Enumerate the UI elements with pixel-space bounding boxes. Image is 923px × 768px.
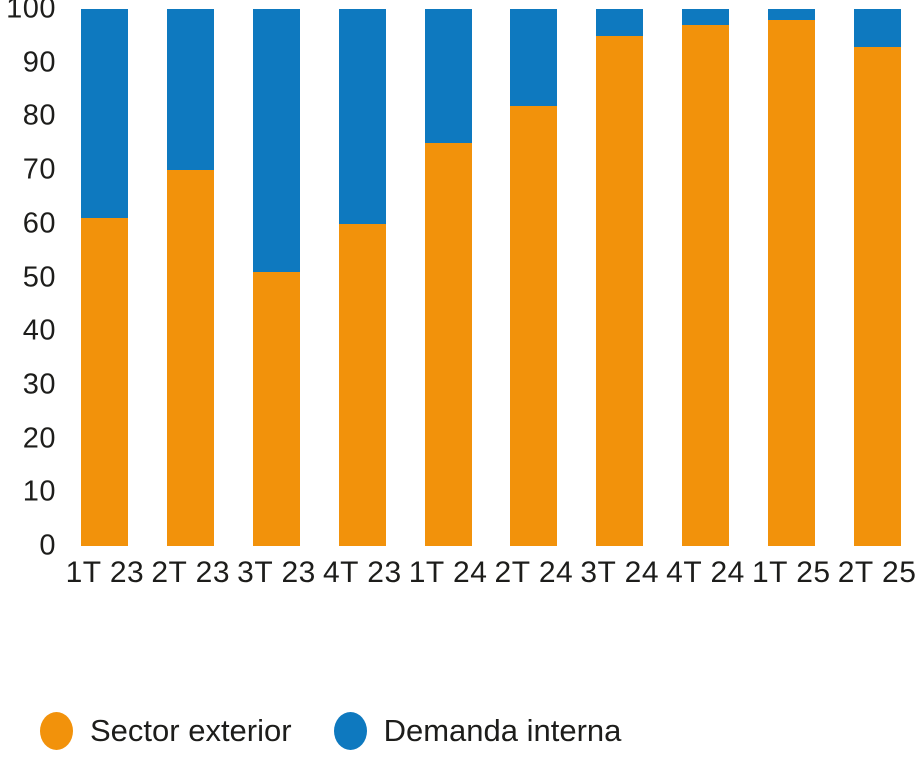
bar-segment-demanda-interna [424, 9, 472, 144]
bar-segment-demanda-interna [338, 9, 386, 224]
x-tick-label: 4T 23 [322, 556, 402, 589]
y-tick-label: 100 [6, 0, 56, 25]
bar-column [834, 9, 920, 546]
plot-area [62, 9, 920, 546]
bar-segment-sector-exterior [424, 143, 472, 546]
bar-segment-sector-exterior [596, 35, 644, 546]
y-tick-label: 10 [22, 475, 56, 508]
bar-segment-sector-exterior [252, 272, 300, 546]
y-tick-label: 0 [39, 529, 56, 562]
bar-segment-demanda-interna [681, 9, 729, 26]
x-axis: 1T 23 2T 23 3T 23 4T 23 1T 24 2T 24 3T 24 4T 24… [62, 556, 920, 590]
bar-column [319, 9, 405, 546]
bar-segment-demanda-interna [252, 9, 300, 273]
legend-marker-demanda-interna-icon [333, 712, 367, 750]
y-tick-label: 90 [22, 46, 56, 79]
bar-segment-sector-exterior [510, 105, 558, 546]
bar-segment-sector-exterior [767, 19, 815, 546]
y-tick-label: 50 [22, 261, 56, 293]
bar-stack-4t-24 [681, 9, 729, 546]
x-tick-label: 1T 23 [65, 556, 145, 589]
legend-item-demanda-interna: Demanda interna [333, 712, 622, 750]
bar-stack-2t-23 [167, 9, 215, 546]
bar-segment-demanda-interna [167, 9, 215, 171]
x-tick-label: 3T 23 [237, 556, 316, 589]
bar-column [148, 9, 234, 546]
y-axis: 0 10 20 30 40 50 60 70 80 90 100 [0, 0, 56, 560]
bar-segment-sector-exterior [681, 25, 729, 546]
legend-marker-sector-exterior-icon [40, 712, 73, 750]
bar-stack-3t-24 [596, 9, 644, 546]
bar-stack-2t-24 [510, 9, 558, 546]
bar-segment-demanda-interna [767, 9, 815, 20]
x-tick-label: 3T 24 [580, 556, 660, 589]
y-tick-label: 60 [22, 207, 56, 240]
bar-segment-sector-exterior [338, 223, 386, 546]
bar-stack-3t-23 [252, 9, 300, 546]
x-tick-label: 2T 23 [151, 556, 231, 589]
y-tick-label: 20 [22, 422, 56, 455]
bar-column [748, 9, 834, 546]
legend-item-sector-exterior: Sector exterior [40, 712, 292, 750]
legend: Sector exterior Demanda interna [40, 712, 621, 750]
y-tick-label: 80 [22, 99, 56, 132]
bar-segment-demanda-interna [596, 9, 644, 36]
bar-column [577, 9, 663, 546]
legend-label-sector-exterior: Sector exterior [90, 713, 292, 748]
bar-column [663, 9, 749, 546]
bar-column [405, 9, 491, 546]
x-tick-label: 1T 24 [408, 556, 488, 589]
x-tick-label: 1T 25 [751, 556, 831, 589]
bar-segment-sector-exterior [81, 218, 129, 546]
bar-stack-2t-25 [853, 9, 901, 546]
y-tick-label: 30 [22, 368, 56, 401]
bar-stack-4t-23 [338, 9, 386, 546]
bar-segment-demanda-interna [510, 9, 558, 106]
bar-segment-demanda-interna [81, 9, 129, 219]
x-tick-label: 2T 25 [837, 556, 917, 589]
bar-stack-1t-23 [81, 9, 129, 546]
bar-segment-sector-exterior [853, 46, 901, 546]
bar-column [234, 9, 320, 546]
x-tick-label: 2T 24 [494, 556, 574, 589]
y-tick-label: 40 [22, 314, 56, 347]
x-tick-label: 4T 24 [666, 556, 745, 589]
legend-label-demanda-interna: Demanda interna [383, 713, 622, 748]
bar-stack-1t-24 [424, 9, 472, 546]
bar-column [491, 9, 577, 546]
bar-stack-1t-25 [767, 9, 815, 546]
bar-segment-demanda-interna [853, 9, 901, 47]
bar-column [62, 9, 148, 546]
bar-segment-sector-exterior [167, 170, 215, 546]
y-tick-label: 70 [22, 153, 56, 186]
